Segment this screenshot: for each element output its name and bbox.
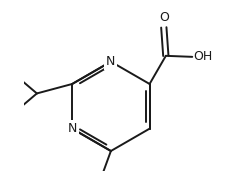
- Text: O: O: [159, 11, 169, 24]
- Text: OH: OH: [193, 50, 212, 63]
- Text: N: N: [67, 122, 77, 135]
- Text: N: N: [106, 55, 116, 68]
